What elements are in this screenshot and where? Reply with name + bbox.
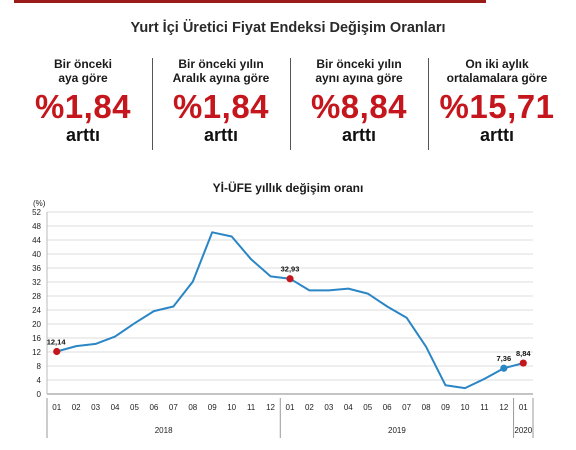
x-tick-label: 01 (286, 403, 295, 412)
series-layer (53, 231, 527, 390)
x-tick-label: 11 (247, 403, 256, 412)
x-tick-label: 05 (130, 403, 139, 412)
x-tick-label: 03 (91, 403, 100, 412)
data-point (500, 364, 508, 372)
stat-label: On iki aylık ortalamalara göre (446, 57, 548, 85)
x-tick-label: 05 (363, 403, 372, 412)
y-tick-label: 52 (32, 208, 41, 217)
stat-value: %1,84 (172, 88, 270, 125)
y-tick-label: 28 (32, 292, 41, 301)
x-tick-label: 12 (499, 403, 508, 412)
page-title: Yurt İçi Üretici Fiyat Endeksi Değişim O… (130, 20, 446, 36)
x-tick-label: 01 (52, 403, 61, 412)
stat-twelve-month-average: On iki aylık ortalamalara göre %15,71 ar… (428, 56, 566, 156)
y-tick-label: 40 (32, 250, 41, 259)
y-tick-label: 36 (32, 264, 41, 273)
stat-word: arttı (65, 125, 100, 145)
year-label: 2018 (155, 426, 173, 435)
chart-title: Yİ-ÜFE yıllık değişim oranı (212, 181, 364, 195)
stat-word: arttı (479, 125, 514, 145)
y-tick-label: 48 (32, 222, 41, 231)
stat-since-december: Bir önceki yılın Aralık ayına göre %1,84… (152, 56, 290, 156)
x-tick-label: 03 (324, 403, 333, 412)
x-tick-label: 07 (402, 403, 411, 412)
x-tick-label: 04 (111, 403, 120, 412)
y-axis-unit: (%) (33, 199, 46, 208)
y-tick-label: 44 (32, 236, 41, 245)
x-tick-label: 06 (383, 403, 392, 412)
x-tick-label: 12 (266, 403, 275, 412)
stat-value: %15,71 (439, 88, 555, 125)
year-label: 2019 (388, 426, 406, 435)
stat-word: arttı (203, 125, 238, 145)
data-label: 7,36 (497, 354, 512, 363)
x-tick-label: 06 (149, 403, 158, 412)
x-tick-label: 08 (188, 403, 197, 412)
x-tick-label: 09 (441, 403, 450, 412)
y-tick-label: 32 (32, 278, 41, 287)
x-tick-label: 04 (344, 403, 353, 412)
stat-label: Bir önceki aya göre (53, 57, 113, 85)
y-tick-label: 4 (37, 376, 42, 385)
grid-lines (47, 211, 533, 381)
x-tick-label: 02 (72, 403, 81, 412)
x-tick-label: 10 (461, 403, 470, 412)
data-label: 12,14 (47, 338, 67, 347)
x-tick-label: 02 (305, 403, 314, 412)
stat-value: %8,84 (310, 88, 408, 125)
stat-word: arttı (341, 125, 376, 145)
y-tick-label: 24 (32, 306, 41, 315)
x-tick-label: 09 (208, 403, 217, 412)
y-tick-label: 16 (32, 334, 41, 343)
stat-value: %1,84 (34, 88, 132, 125)
stat-monthly: Bir önceki aya göre %1,84 arttı (14, 56, 152, 156)
x-tick-label: 08 (422, 403, 431, 412)
data-label: 32,93 (281, 265, 300, 274)
stats-row: Bir önceki aya göre %1,84 arttı Bir önce… (14, 56, 566, 156)
top-accent-line (14, 0, 486, 3)
stat-annual: Bir önceki yılın aynı ayına göre %8,84 a… (290, 56, 428, 156)
x-tick-label: 07 (169, 403, 178, 412)
data-point (519, 359, 527, 367)
data-point (286, 275, 294, 283)
x-tick-label: 10 (227, 403, 236, 412)
x-tick-label: 11 (480, 403, 489, 412)
y-tick-label: 20 (32, 320, 41, 329)
data-point (53, 347, 61, 356)
y-tick-label: 12 (32, 348, 41, 357)
x-tick-label: 01 (519, 403, 528, 412)
data-label: 8,84 (516, 349, 531, 358)
year-label: 2020 (514, 426, 532, 435)
stat-label: Bir önceki yılın Aralık ayına göre (172, 57, 270, 85)
axes (46, 212, 534, 438)
y-tick-label: 0 (37, 390, 42, 399)
y-tick-label: 8 (37, 362, 42, 371)
stat-label: Bir önceki yılın aynı ayına göre (315, 57, 403, 85)
